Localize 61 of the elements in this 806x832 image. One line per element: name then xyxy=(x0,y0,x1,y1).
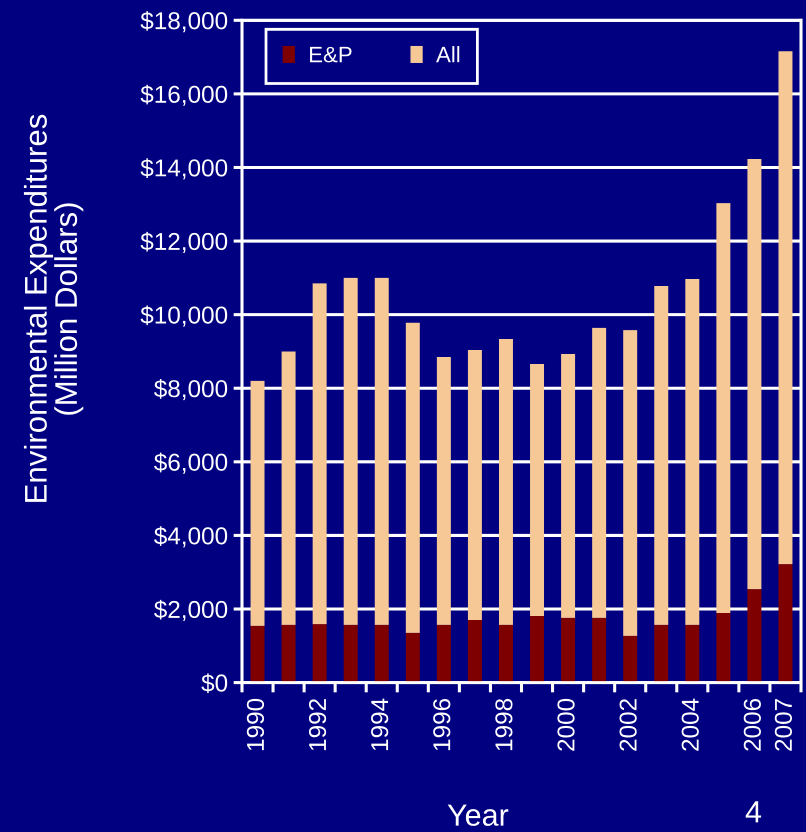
x-tick-label: 2000 xyxy=(557,698,575,751)
bar xyxy=(623,330,638,636)
bar xyxy=(312,624,327,683)
bar xyxy=(344,624,358,683)
bar xyxy=(374,278,389,625)
x-tick-label: 2006 xyxy=(744,698,761,751)
bar xyxy=(374,624,389,683)
bar xyxy=(685,624,700,683)
x-tick-label: 1994 xyxy=(371,698,388,750)
y-tick-label: $10,000 xyxy=(140,305,228,327)
bar xyxy=(778,51,792,564)
bar xyxy=(530,364,544,616)
y-tick-label: $8,000 xyxy=(154,379,228,400)
bar xyxy=(468,620,482,683)
bar xyxy=(778,564,792,683)
bar xyxy=(436,624,451,683)
y-tick-label: $2,000 xyxy=(154,600,228,621)
x-tick-label: 1998 xyxy=(495,698,512,750)
bar xyxy=(716,203,730,614)
x-tick-label: 1996 xyxy=(433,698,450,750)
x-tick-label: 1992 xyxy=(308,699,326,750)
bar xyxy=(250,626,265,683)
bar xyxy=(561,618,576,683)
bar xyxy=(282,624,296,683)
y-tick-label: $12,000 xyxy=(140,232,228,253)
x-tick-label: 2002 xyxy=(620,699,637,751)
bar xyxy=(623,636,638,683)
bar xyxy=(716,613,730,683)
bar xyxy=(312,283,327,624)
x-tick-label: 2004 xyxy=(682,698,699,751)
bar xyxy=(561,354,576,618)
x-tick-label: 1990 xyxy=(246,698,264,750)
bar xyxy=(592,328,606,618)
text: 4 xyxy=(746,801,762,822)
x-tick-label: 2007 xyxy=(774,699,792,751)
y-tick-label: $6,000 xyxy=(154,452,228,474)
bar xyxy=(406,632,420,683)
y-tick-label: $16,000 xyxy=(140,84,228,106)
bar xyxy=(468,350,482,620)
legend-label: All xyxy=(436,46,460,62)
bar xyxy=(530,616,544,683)
bar xyxy=(747,159,762,590)
bar xyxy=(406,322,420,633)
bar xyxy=(498,338,513,625)
bar xyxy=(654,286,668,625)
bar xyxy=(436,356,451,625)
legend-label: E&P xyxy=(310,46,352,62)
y-tick-label: $18,000 xyxy=(140,11,228,32)
y-tick-label: $0 xyxy=(201,673,228,694)
bar xyxy=(344,278,358,625)
bar xyxy=(747,589,762,683)
bar xyxy=(282,351,296,625)
y-tick-label: $4,000 xyxy=(154,526,228,548)
bar xyxy=(685,278,700,625)
bar xyxy=(498,624,513,683)
bar xyxy=(592,618,606,683)
x-axis-title: Year xyxy=(448,804,508,826)
bar xyxy=(250,380,265,626)
bar xyxy=(654,624,668,683)
y-tick-label: $14,000 xyxy=(140,158,228,180)
y-axis-title: Environmental Expenditures (Million Dollars) xyxy=(24,114,84,502)
